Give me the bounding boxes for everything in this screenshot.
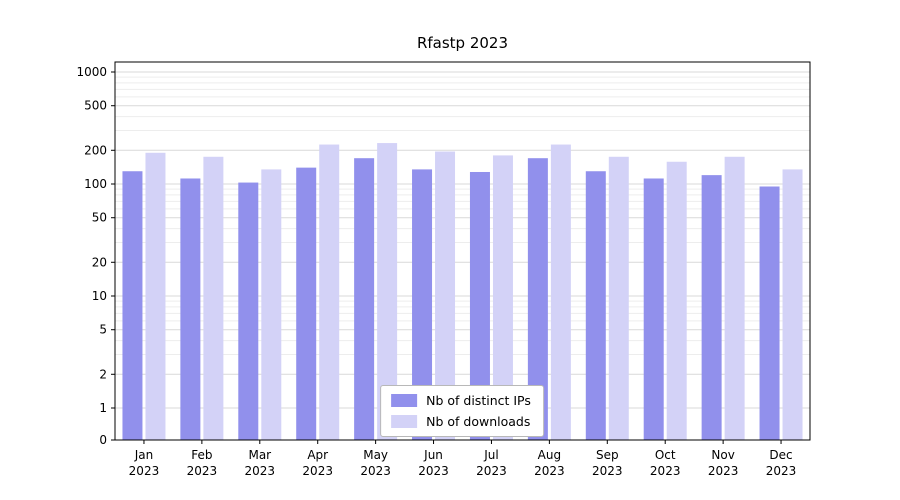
x-tick-label: Sep 2023 <box>592 448 623 478</box>
bar-downloads-jan <box>145 152 166 440</box>
y-tick-label: 1000 <box>76 65 107 79</box>
bar-distinct-ips-jun <box>412 169 433 440</box>
bar-distinct-ips-mar <box>238 182 259 440</box>
bar-downloads-may <box>377 143 398 440</box>
bar-downloads-sep <box>608 156 629 441</box>
legend-label-distinct-ips: Nb of distinct IPs <box>426 393 531 408</box>
bar-downloads-dec <box>782 169 803 440</box>
y-tick-label: 5 <box>99 323 107 337</box>
bar-distinct-ips-feb <box>180 178 201 440</box>
x-tick-label: Nov 2023 <box>708 448 739 478</box>
bar-distinct-ips-nov <box>701 175 722 440</box>
legend-label-downloads: Nb of downloads <box>426 414 531 429</box>
bar-distinct-ips-sep <box>585 171 606 440</box>
y-tick-label: 0 <box>99 433 107 447</box>
y-tick-label: 20 <box>92 255 107 269</box>
x-tick-label: Jan 2023 <box>129 448 160 478</box>
x-tick-label: Dec 2023 <box>766 448 797 478</box>
x-tick-label: Mar 2023 <box>245 448 276 478</box>
y-tick-label: 500 <box>84 99 107 113</box>
x-tick-label: Jul 2023 <box>476 448 507 478</box>
x-tick-label: Apr 2023 <box>302 448 333 478</box>
bar-downloads-oct <box>666 161 687 440</box>
bar-downloads-nov <box>724 156 745 441</box>
bar-downloads-mar <box>261 169 282 440</box>
y-tick-label: 50 <box>92 211 107 225</box>
bar-distinct-ips-jul <box>469 171 490 440</box>
bar-distinct-ips-may <box>354 158 375 440</box>
tick-labels: 0 1 2 5 10 20 50 100 200 500 1000 Jan 2023 Feb 2023 Mar… <box>76 65 796 478</box>
chart-title: Rfastp 2023 <box>416 34 509 52</box>
bar-distinct-ips-apr <box>296 167 317 440</box>
x-tick-label: Aug 2023 <box>534 448 565 478</box>
bar-downloads-apr <box>319 144 340 441</box>
bar-distinct-ips-jan <box>122 171 143 440</box>
x-tick-label: Jun 2023 <box>418 448 449 478</box>
bars <box>122 143 803 441</box>
legend-swatch-downloads <box>391 415 418 428</box>
bar-distinct-ips-dec <box>759 186 780 440</box>
minor-gridlines <box>115 76 810 356</box>
bar-distinct-ips-aug <box>527 158 548 440</box>
bar-downloads-jun <box>435 151 456 441</box>
x-tick-label: May 2023 <box>360 448 391 478</box>
x-tick-label: Oct 2023 <box>650 448 681 478</box>
legend-item-downloads: Nb of downloads <box>391 414 531 429</box>
legend-swatch-distinct-ips <box>391 394 418 407</box>
bar-downloads-feb <box>203 156 224 441</box>
bar-downloads-aug <box>550 144 571 441</box>
bar-downloads-jul <box>492 155 513 440</box>
y-tick-label: 2 <box>99 367 107 381</box>
y-tick-label: 100 <box>84 177 107 191</box>
bar-distinct-ips-oct <box>643 178 664 440</box>
y-tick-label: 200 <box>84 143 107 157</box>
legend-item-distinct-ips: Nb of distinct IPs <box>391 393 531 408</box>
axes <box>111 61 811 444</box>
x-tick-label: Feb 2023 <box>187 448 218 478</box>
y-tick-label: 10 <box>92 289 107 303</box>
legend: Nb of distinct IPs Nb of downloads <box>380 385 544 437</box>
y-tick-label: 1 <box>99 401 107 415</box>
